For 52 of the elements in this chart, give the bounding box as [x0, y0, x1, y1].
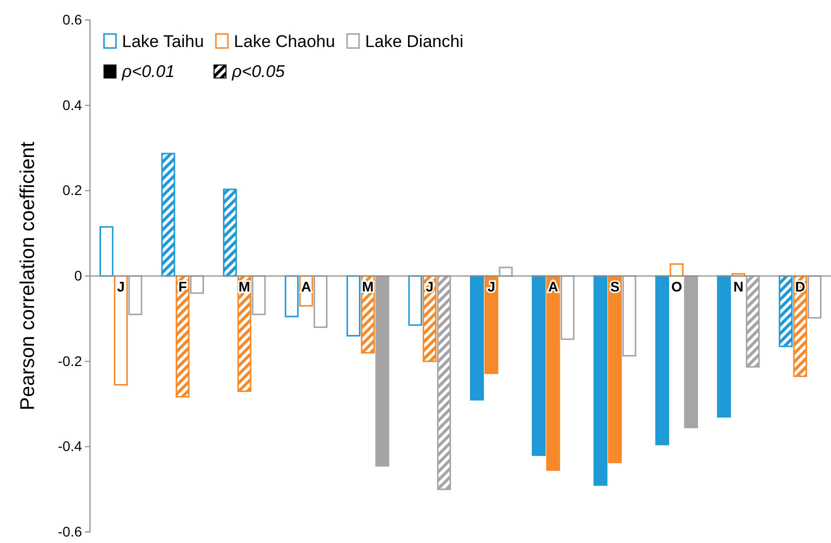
bar	[223, 188, 237, 277]
bar	[408, 275, 422, 326]
x-tick-label: F	[178, 278, 188, 295]
bar	[176, 275, 190, 398]
bar	[594, 275, 608, 486]
x-tick-label: O	[671, 278, 682, 295]
y-axis-title: Pearson correlation coefficient	[17, 141, 39, 410]
y-tick-label: -0.2	[58, 352, 82, 369]
bar	[237, 275, 252, 392]
bar	[190, 275, 204, 294]
bar	[717, 275, 731, 418]
x-tick-label: J	[116, 278, 125, 295]
y-tick-label: 0.6	[62, 11, 82, 28]
x-tick-label: J	[426, 278, 434, 295]
bar	[437, 275, 451, 490]
legend-label: Lake Dianchi	[365, 32, 464, 51]
bar	[484, 275, 498, 374]
bar	[546, 275, 560, 471]
y-tick-label: -0.6	[58, 523, 82, 540]
x-tick-label: A	[548, 278, 558, 295]
y-tick-label: 0	[74, 267, 82, 284]
bar	[608, 275, 622, 464]
bar	[684, 275, 698, 428]
bar	[655, 275, 670, 446]
x-tick-label: M	[238, 278, 250, 295]
bar	[422, 275, 437, 362]
x-tick-label: S	[610, 278, 620, 295]
bar	[731, 273, 746, 277]
bar	[670, 263, 684, 277]
annotation: ρ<0.05	[231, 62, 286, 81]
bar	[470, 275, 484, 400]
legend-label: Lake Taihu	[122, 32, 204, 51]
y-tick-label: -0.4	[58, 438, 82, 454]
bar	[252, 275, 266, 316]
x-tick-label: N	[733, 278, 744, 295]
bar	[161, 152, 176, 277]
bar	[778, 275, 793, 348]
bar	[793, 275, 808, 378]
bar	[560, 275, 574, 340]
bar	[346, 275, 360, 336]
bar	[375, 275, 390, 467]
x-tick-label: A	[301, 278, 312, 295]
bar	[532, 275, 546, 456]
annotation: ρ<0.01	[121, 62, 175, 81]
bar	[746, 275, 760, 368]
y-tick-label: 0.4	[62, 96, 82, 113]
x-tick-label: J	[487, 278, 496, 295]
bar	[498, 266, 513, 277]
y-tick-label: 0.2	[62, 182, 82, 198]
bar	[808, 275, 822, 319]
legend-label: Lake Chaohu	[234, 32, 336, 51]
bar	[622, 275, 636, 357]
